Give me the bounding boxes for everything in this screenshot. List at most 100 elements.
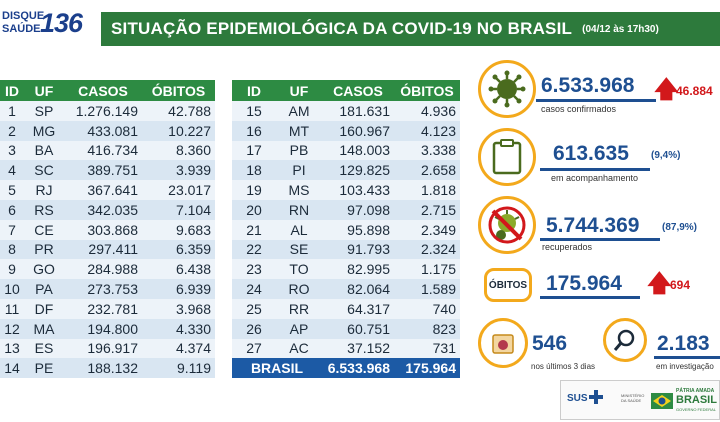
table-row: 8 PR 297.411 6.359 — [0, 239, 215, 260]
confirmed-underline — [536, 99, 656, 102]
row-id: 18 — [232, 160, 276, 181]
row-deaths: 3.968 — [142, 298, 215, 319]
row-deaths: 9.119 — [142, 358, 215, 379]
sus-cross-icon — [589, 390, 603, 404]
row-id: 4 — [0, 160, 24, 181]
ministerio-text: MINISTÉRIO DA SAÚDE — [621, 393, 645, 403]
confirmed-value: 6.533.968 — [541, 74, 635, 97]
row-cases: 188.132 — [64, 358, 142, 379]
col-id: ID — [0, 80, 24, 101]
row-deaths: 2.715 — [394, 199, 460, 220]
table-row: 19 MS 103.433 1.818 — [232, 180, 460, 200]
table-row: 3 BA 416.734 8.360 — [0, 140, 215, 161]
col-uf: UF — [24, 80, 64, 101]
row-deaths: 1.175 — [394, 259, 460, 280]
table-row: 26 AP 60.751 823 — [232, 318, 460, 339]
row-uf: BA — [24, 140, 64, 161]
table-row: 18 PI 129.825 2.658 — [232, 160, 460, 181]
row-deaths: 3.338 — [394, 140, 460, 161]
row-cases: 297.411 — [64, 239, 142, 260]
row-cases: 342.035 — [64, 199, 142, 220]
table-row: 6 RS 342.035 7.104 — [0, 199, 215, 220]
gov-text: GOVERNO FEDERAL — [676, 407, 717, 412]
row-cases: 129.825 — [322, 160, 394, 181]
row-cases: 433.081 — [64, 120, 142, 141]
brazil-flag-icon — [651, 393, 673, 409]
table-row: 16 MT 160.967 4.123 — [232, 120, 460, 141]
row-id: 27 — [232, 338, 276, 359]
row-deaths: 2.349 — [394, 219, 460, 240]
row-cases: 232.781 — [64, 298, 142, 319]
row-deaths: 1.818 — [394, 180, 460, 200]
row-id: 10 — [0, 279, 24, 299]
disque-saude-logo: DISQUE SAÚDE 136 — [0, 8, 94, 42]
row-uf: RN — [276, 199, 322, 220]
table-row: 25 RR 64.317 740 — [232, 298, 460, 319]
row-deaths: 9.683 — [142, 219, 215, 240]
row-uf: MT — [276, 120, 322, 141]
row-deaths: 4.123 — [394, 120, 460, 141]
row-deaths: 3.939 — [142, 160, 215, 181]
row-uf: RO — [276, 279, 322, 299]
row-uf: CE — [24, 219, 64, 240]
table-row: 21 AL 95.898 2.349 — [232, 219, 460, 240]
row-uf: SP — [24, 101, 64, 121]
col-uf: UF — [276, 80, 322, 101]
col-cases: CASOS — [322, 80, 394, 101]
row-id: 20 — [232, 199, 276, 220]
title-bar: SITUAÇÃO EPIDEMIOLÓGICA DA COVID-19 NO B… — [101, 12, 720, 46]
confirmed-label: casos confirmados — [541, 104, 617, 114]
clipboard-icon — [478, 128, 536, 186]
row-id: 15 — [232, 101, 276, 121]
states-table-right: ID UF CASOS ÓBITOS 15 AM 181.631 4.936 16 MT 1… — [232, 80, 460, 379]
row-deaths: 7.104 — [142, 199, 215, 220]
row-cases: 196.917 — [64, 338, 142, 359]
virus-icon — [478, 60, 536, 118]
row-id: 12 — [0, 318, 24, 339]
update-date: (04/12 às 17h30) — [582, 23, 659, 35]
brasil-text: BRASIL — [676, 394, 717, 406]
table-row: 14 PE 188.132 9.119 — [0, 358, 215, 379]
investigation-value: 2.183 — [657, 332, 710, 355]
row-deaths: 6.359 — [142, 239, 215, 260]
row-cases: 160.967 — [322, 120, 394, 141]
row-uf: RJ — [24, 180, 64, 200]
calendar-icon — [478, 318, 528, 368]
row-deaths: 740 — [394, 298, 460, 319]
col-id: ID — [232, 80, 276, 101]
crossed-virus-icon — [478, 196, 536, 254]
deaths-delta: 694 — [670, 278, 691, 292]
deaths-underline — [540, 296, 640, 299]
row-id: 21 — [232, 219, 276, 240]
logo-line1: DISQUE — [2, 10, 45, 22]
row-id: 11 — [0, 298, 24, 319]
row-deaths: 2.658 — [394, 160, 460, 181]
row-id: 7 — [0, 219, 24, 240]
table-row: 12 MA 194.800 4.330 — [0, 318, 215, 339]
table-row: 15 AM 181.631 4.936 — [232, 101, 460, 121]
table-row: 4 SC 389.751 3.939 — [0, 160, 215, 181]
table-row: 24 RO 82.064 1.589 — [232, 279, 460, 299]
monitoring-value: 613.635 — [553, 142, 629, 165]
magnifier-icon — [603, 318, 647, 362]
row-cases: 37.152 — [322, 338, 394, 359]
row-uf: PR — [24, 239, 64, 260]
row-uf: GO — [24, 259, 64, 280]
up-arrow-icon: 🡅 — [654, 76, 679, 103]
col-deaths: ÓBITOS — [394, 80, 460, 101]
table-row: 27 AC 37.152 731 — [232, 338, 460, 359]
page-title: SITUAÇÃO EPIDEMIOLÓGICA DA COVID-19 NO B… — [111, 19, 573, 38]
row-id: 24 — [232, 279, 276, 299]
row-uf: SC — [24, 160, 64, 181]
total-cases: 6.533.968 — [322, 358, 394, 379]
table-row: 17 PB 148.003 3.338 — [232, 140, 460, 161]
row-deaths: 10.227 — [142, 120, 215, 141]
row-cases: 95.898 — [322, 219, 394, 240]
col-deaths: ÓBITOS — [142, 80, 215, 101]
row-uf: AP — [276, 318, 322, 339]
row-id: 5 — [0, 180, 24, 200]
monitoring-label: em acompanhamento — [551, 173, 639, 183]
row-id: 13 — [0, 338, 24, 359]
row-id: 19 — [232, 180, 276, 200]
row-cases: 148.003 — [322, 140, 394, 161]
